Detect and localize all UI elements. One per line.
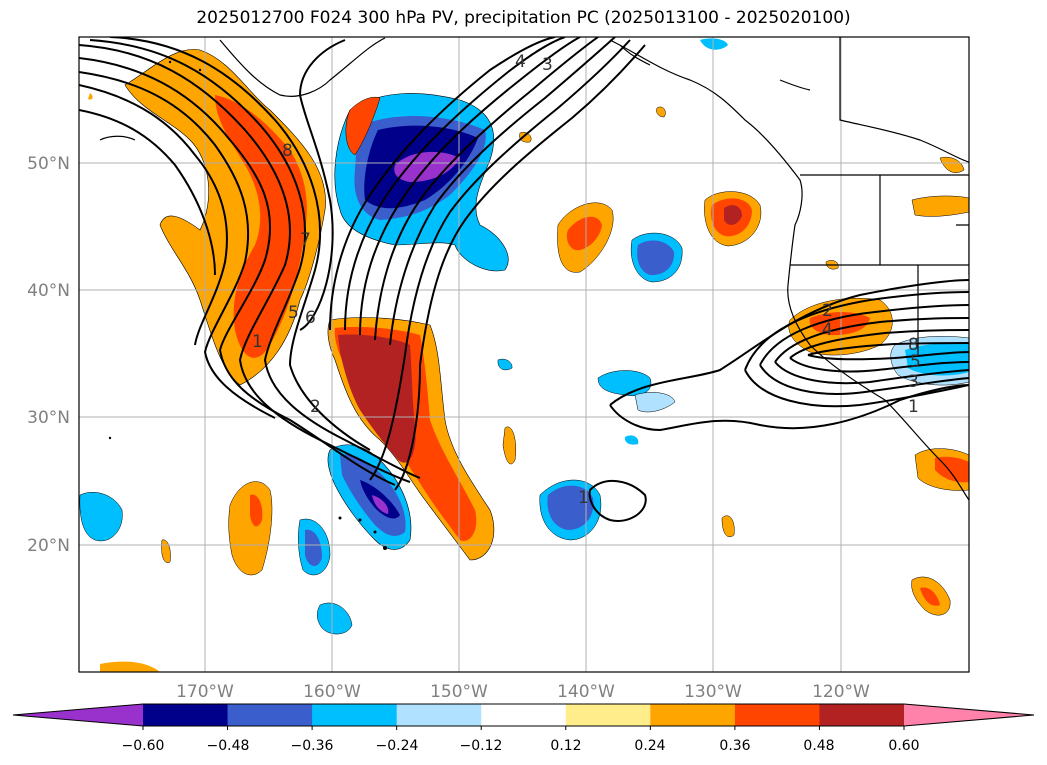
- lon-label-130w: 130°W: [684, 682, 742, 702]
- chart-title: 2025012700 F024 300 hPa PV, precipitatio…: [196, 8, 851, 28]
- colorbar-segment: [819, 704, 905, 726]
- contour-label: 3: [908, 372, 919, 392]
- lat-label-50n: 50°N: [27, 154, 70, 174]
- islands: [108, 60, 387, 550]
- colorbar-tick-label: 0.60: [888, 738, 919, 754]
- contour-label: 1: [252, 332, 263, 352]
- contour-label: 5: [288, 303, 299, 323]
- colorbar-tick-label: 0.48: [803, 738, 834, 754]
- colorbar-tick-label: −0.60: [122, 738, 165, 754]
- contour-label: 2: [822, 301, 833, 321]
- colorbar-tick-label: −0.36: [291, 738, 334, 754]
- colorbar-segment: [481, 704, 567, 726]
- latitude-labels: 50°N 40°N 30°N 20°N: [27, 154, 70, 556]
- contour-label: 3: [542, 55, 553, 75]
- lat-label-30n: 30°N: [27, 408, 70, 428]
- colorbar: [12, 703, 1035, 730]
- lon-label-170w: 170°W: [176, 682, 234, 702]
- colorbar-extend-low: [13, 704, 143, 726]
- precip-shading: [79, 38, 969, 672]
- colorbar-tick-label: −0.24: [376, 738, 419, 754]
- contour-label: 7: [300, 230, 311, 250]
- colorbar-segment: [734, 704, 820, 726]
- contour-label: 8: [908, 335, 919, 355]
- colorbar-tick-labels: −0.60 −0.48 −0.36 −0.24 −0.12 0.12 0.24 …: [122, 738, 920, 754]
- contour-label: 4: [822, 320, 833, 340]
- colorbar-segment: [565, 704, 651, 726]
- contour-label: 1: [578, 488, 589, 508]
- lon-label-140w: 140°W: [557, 682, 615, 702]
- lat-label-40n: 40°N: [27, 281, 70, 301]
- lon-label-160w: 160°W: [303, 682, 361, 702]
- colorbar-tick-label: 0.24: [634, 738, 665, 754]
- colorbar-segment: [312, 704, 398, 726]
- contour-label: 1: [908, 397, 919, 417]
- colorbar-segment: [650, 704, 736, 726]
- contour-label: 2: [310, 397, 321, 417]
- pv-contours: [79, 37, 969, 522]
- positive-anomaly-west-core: [215, 95, 307, 358]
- colorbar-tick-label: −0.48: [207, 738, 250, 754]
- lon-label-120w: 120°W: [812, 682, 870, 702]
- colorbar-extend-high: [904, 704, 1034, 726]
- contour-label: 5: [910, 352, 921, 372]
- grid-lines: [79, 37, 969, 672]
- colorbar-tick-label: −0.12: [460, 738, 503, 754]
- map-area: 8 7 5 6 1 2 4 3 2 4 8 5 3 1 1: [79, 37, 969, 672]
- colorbar-segment: [396, 704, 482, 726]
- contour-label-group: 8 7 5 6 1 2 4 3 2 4 8 5 3 1 1: [252, 52, 921, 508]
- map-frame: [78, 36, 970, 673]
- contour-label: 6: [305, 308, 316, 328]
- contour-label: 8: [282, 141, 293, 161]
- contour-label: 4: [515, 52, 526, 72]
- longitude-labels: 170°W 160°W 150°W 140°W 130°W 120°W: [176, 682, 870, 702]
- lon-label-150w: 150°W: [430, 682, 488, 702]
- colorbar-tick-label: 0.36: [719, 738, 750, 754]
- colorbar-tick-label: 0.12: [550, 738, 581, 754]
- colorbar-segment: [227, 704, 313, 726]
- lat-label-20n: 20°N: [27, 536, 70, 556]
- colorbar-segment: [143, 704, 229, 726]
